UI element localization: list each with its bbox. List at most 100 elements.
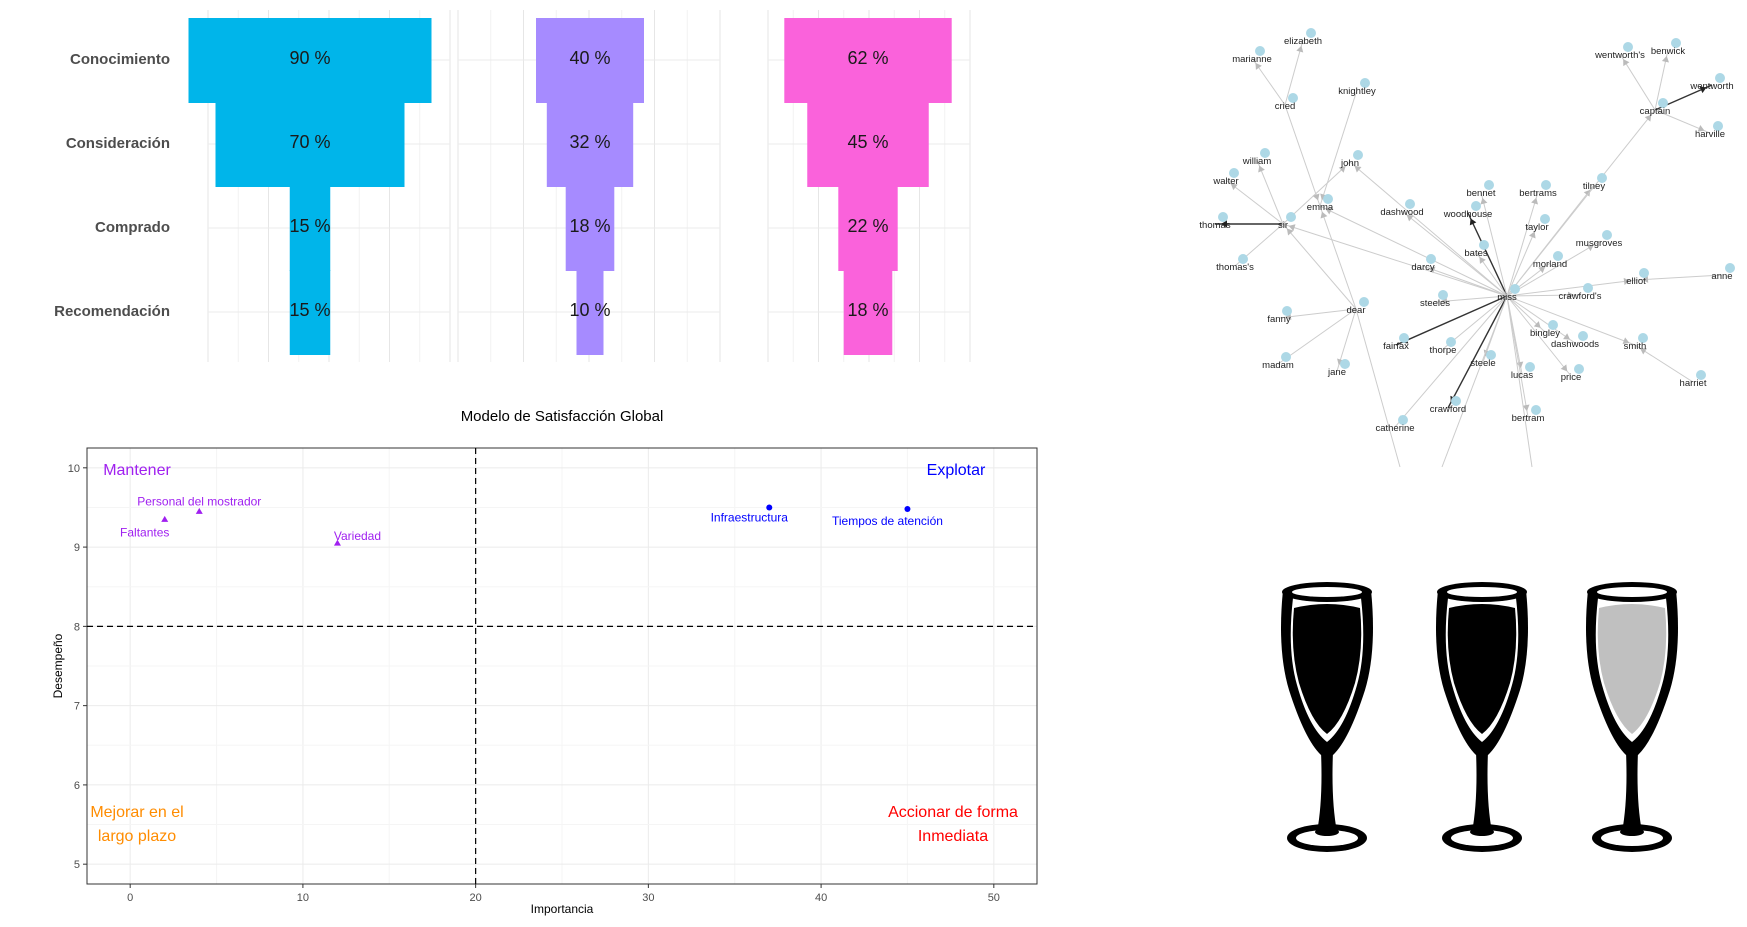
network-node — [1553, 251, 1563, 261]
network-edge — [1506, 241, 1600, 297]
network-arrowhead — [1338, 166, 1346, 173]
funnel-chart: Conocimiento Consideración Comprado Recomen… — [54, 10, 971, 362]
network-node — [1725, 263, 1735, 273]
network-edge — [1434, 295, 1508, 303]
network-edge — [1506, 295, 1636, 346]
network-edge — [1635, 274, 1723, 281]
x-axis-label: Importancia — [531, 902, 594, 916]
network-node — [1426, 254, 1436, 264]
network-edge — [1506, 109, 1656, 297]
network-arrowhead — [1644, 114, 1652, 122]
network-arrowhead — [1479, 256, 1486, 264]
network-node-label: wentworth's — [1594, 50, 1645, 61]
funnel-value-label: 15 % — [289, 216, 330, 236]
network-node-label: elliot — [1626, 276, 1646, 287]
network-node-label: william — [1242, 156, 1272, 167]
network-node — [1623, 42, 1633, 52]
network-arrowhead — [1516, 361, 1524, 369]
funnel-bar — [565, 186, 615, 271]
network-arrowhead — [1469, 218, 1477, 226]
scatter-point — [195, 507, 203, 514]
network-node-label: fairfax — [1383, 341, 1409, 352]
network-edge — [1394, 295, 1508, 428]
scatter-point — [904, 506, 911, 513]
funnel-value-label: 18 % — [569, 216, 610, 236]
glass-rim-inner — [1597, 587, 1667, 597]
network-node-label: sir — [1278, 220, 1288, 231]
network-edge — [1319, 205, 1508, 297]
network-node-label: musgroves — [1576, 238, 1623, 249]
network-node-label: emma — [1307, 202, 1334, 213]
wine-glasses-rating — [1281, 582, 1678, 852]
funnel-bar — [807, 102, 929, 187]
network-node — [1306, 28, 1316, 38]
network-node — [1288, 93, 1298, 103]
network-node — [1238, 254, 1248, 264]
funnel-bar — [838, 186, 898, 271]
network-node — [1578, 331, 1588, 341]
network-node-label: morland — [1533, 259, 1567, 270]
network-arrowhead — [1528, 231, 1536, 239]
glass-wine-fill — [1447, 604, 1517, 734]
funnel-value-label: 70 % — [289, 132, 330, 152]
word-network-graph: elizabeth marianne cried knightley wentworth… — [1199, 28, 1735, 468]
x-tick-label: 20 — [470, 892, 482, 904]
network-node — [1399, 333, 1409, 343]
network-arrowhead — [1538, 266, 1546, 274]
network-edge — [1319, 89, 1358, 207]
network-edge — [1506, 295, 1572, 377]
scatter-point-label: Infraestructura — [711, 510, 789, 524]
network-node — [1602, 230, 1612, 240]
glass-wine-fill — [1292, 604, 1362, 734]
network-node — [1713, 121, 1723, 131]
network-arrowhead — [1480, 197, 1488, 205]
network-arrowhead — [1288, 224, 1296, 232]
network-edge — [1349, 161, 1508, 297]
network-node-label: price — [1561, 372, 1582, 383]
network-edge — [1506, 279, 1637, 297]
funnel-category-label: Consideración — [66, 135, 170, 152]
funnel-value-label: 32 % — [569, 132, 610, 152]
funnel-bar — [188, 18, 432, 103]
network-arrowhead — [1661, 55, 1669, 63]
network-arrowhead — [1354, 165, 1362, 173]
network-node — [1323, 194, 1333, 204]
network-node — [1696, 370, 1706, 380]
network-edge — [1467, 212, 1508, 297]
x-tick-label: 30 — [642, 892, 654, 904]
network-node — [1484, 180, 1494, 190]
network-node — [1639, 268, 1649, 278]
funnel-value-label: 18 % — [847, 300, 888, 320]
y-tick-label: 9 — [74, 542, 80, 554]
funnel-bar — [843, 270, 893, 355]
y-axis-label: Desempeño — [51, 633, 65, 698]
scatter-point-label: Faltantes — [120, 525, 169, 539]
x-tick-label: 10 — [297, 892, 309, 904]
network-arrowhead — [1296, 45, 1304, 53]
network-arrowhead — [1255, 62, 1262, 70]
network-node — [1638, 333, 1648, 343]
chart-title: Modelo de Satisfacción Global — [461, 408, 664, 425]
funnel-value-label: 45 % — [847, 132, 888, 152]
network-edge — [1282, 223, 1508, 297]
network-arrowhead — [1406, 214, 1414, 222]
network-node-label: steele — [1470, 358, 1495, 369]
network-arrowhead — [1622, 337, 1630, 345]
y-tick-label: 6 — [74, 780, 80, 792]
network-arrowhead — [1623, 277, 1631, 286]
network-arrowhead — [1533, 321, 1541, 328]
network-node-label: bates — [1464, 248, 1487, 259]
network-arrowhead — [1230, 183, 1238, 191]
funnel-bar — [536, 18, 644, 103]
funnel-value-label: 40 % — [569, 48, 610, 68]
network-node-label: bertrams — [1519, 188, 1557, 199]
network-node — [1658, 98, 1668, 108]
network-node-label: crawford's — [1559, 291, 1602, 302]
network-node — [1574, 364, 1584, 374]
funnel-bar — [576, 270, 604, 355]
funnel-value-label: 90 % — [289, 48, 330, 68]
network-node — [1715, 73, 1725, 83]
network-arrowhead — [1522, 404, 1530, 412]
network-node-label: harville — [1695, 129, 1725, 140]
